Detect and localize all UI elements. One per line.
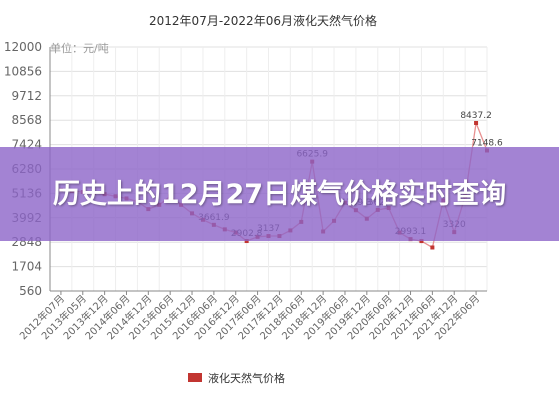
data-point[interactable] <box>474 120 479 125</box>
chart-title: 2012年07月-2022年06月液化天然气价格 <box>149 13 377 28</box>
data-point[interactable] <box>419 239 424 244</box>
legend[interactable]: 液化天然气价格 <box>188 371 285 385</box>
y-tick-label: 8568 <box>11 113 42 127</box>
data-point[interactable] <box>430 245 435 250</box>
y-tick-label: 1704 <box>11 260 42 274</box>
legend-swatch <box>188 373 202 382</box>
title-banner: 历史上的12月27日煤气价格实时查询 <box>0 147 559 241</box>
x-axis: 2012年07月2013年05月2013年12月2014年06月2014年12月… <box>17 290 487 342</box>
unit-label: 单位：元/吨 <box>50 41 109 55</box>
data-point[interactable] <box>244 239 249 244</box>
y-tick-label: 9712 <box>11 89 42 103</box>
y-tick-label: 560 <box>19 284 42 298</box>
y-tick-label: 12000 <box>4 40 42 54</box>
legend-label: 液化天然气价格 <box>208 371 285 385</box>
y-tick-label: 10856 <box>4 64 42 78</box>
banner-title: 历史上的12月27日煤气价格实时查询 <box>52 178 507 210</box>
data-label: 7148.6 <box>471 138 503 148</box>
data-label: 8437.2 <box>460 111 492 121</box>
